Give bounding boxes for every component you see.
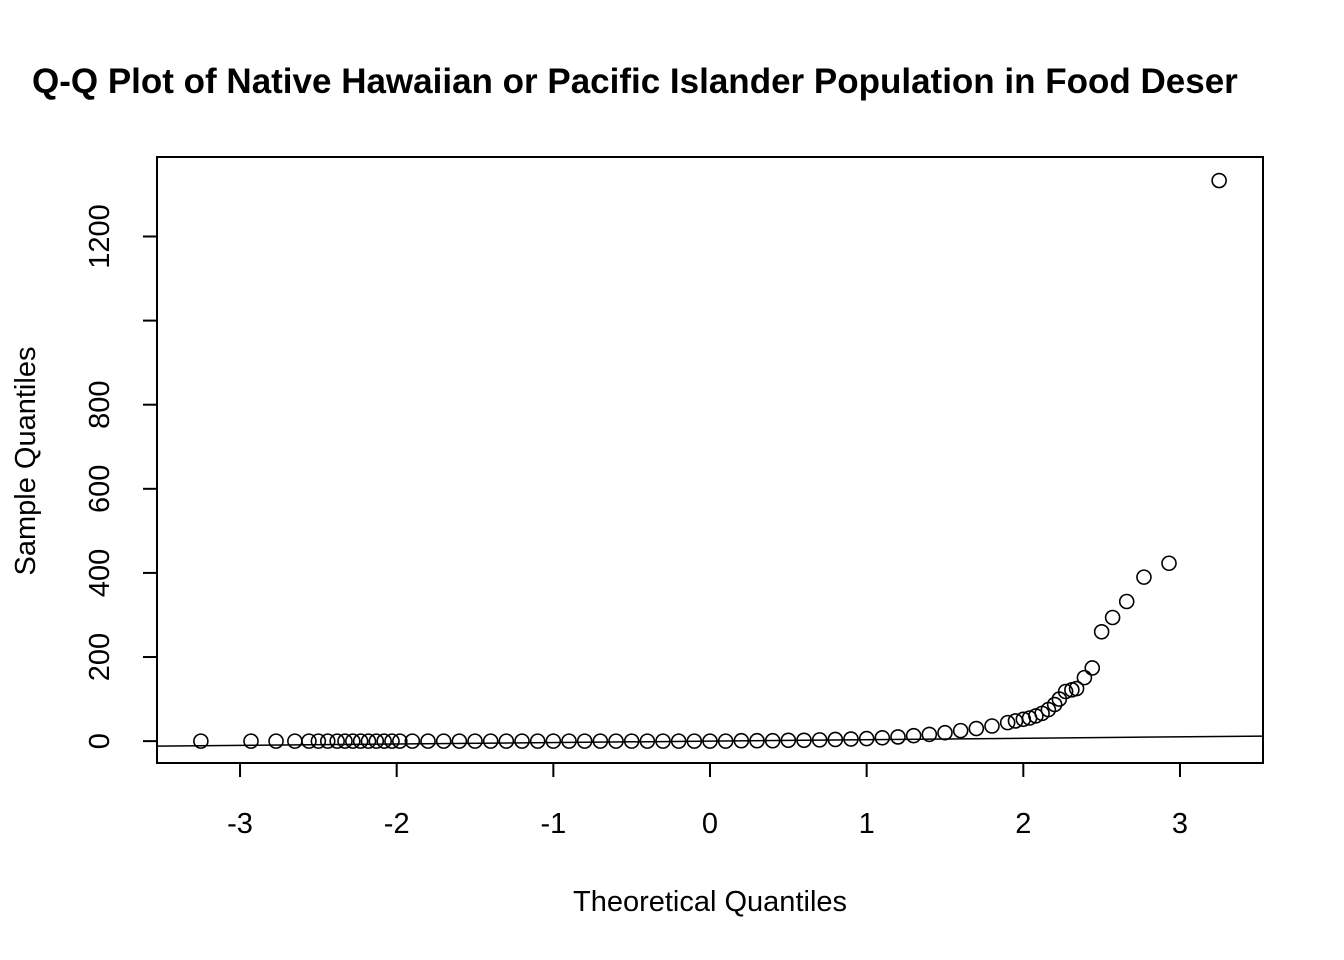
reference-line <box>156 735 1264 747</box>
data-point <box>733 732 750 749</box>
data-point <box>529 733 546 749</box>
y-tick-label: 800 <box>84 381 116 429</box>
x-axis: -3 -2 -1 0 1 2 3 <box>227 762 1188 840</box>
reference-line-group <box>156 735 1264 747</box>
data-point <box>482 733 499 749</box>
data-point <box>451 733 468 749</box>
data-point <box>717 733 734 749</box>
x-tick-label: -3 <box>227 808 253 840</box>
data-point <box>345 733 361 749</box>
data-point <box>243 733 259 749</box>
data-point <box>968 720 985 737</box>
data-point <box>287 733 303 749</box>
data-point <box>435 733 452 749</box>
data-point <box>404 733 421 749</box>
y-tick-label: 600 <box>84 465 116 513</box>
data-point <box>1046 696 1063 713</box>
data-point <box>1211 172 1227 189</box>
data-point <box>319 733 336 749</box>
data-point <box>623 733 640 749</box>
data-point <box>376 733 392 749</box>
y-tick-label: 400 <box>84 549 116 597</box>
x-tick-label: 3 <box>1172 808 1188 840</box>
data-point <box>858 730 875 747</box>
data-point <box>352 733 369 749</box>
data-point <box>921 726 938 743</box>
data-point <box>999 714 1016 731</box>
data-point <box>1136 569 1152 585</box>
data-point <box>368 733 385 749</box>
data-point <box>827 731 844 748</box>
data-point <box>937 724 953 741</box>
data-point <box>749 732 765 749</box>
data-point <box>984 718 1000 734</box>
data-point <box>561 733 577 749</box>
data-point <box>608 733 624 749</box>
y-tick-label: 0 <box>84 733 116 749</box>
data-point <box>1057 683 1074 700</box>
data-point <box>310 733 327 749</box>
data-point <box>1093 623 1110 640</box>
data-point <box>1084 660 1101 676</box>
y-axis-title: Sample Quantiles <box>10 347 42 576</box>
x-tick-label: -2 <box>384 808 410 840</box>
data-point <box>686 733 703 749</box>
x-tick-label: 2 <box>1015 808 1031 840</box>
data-point <box>301 733 317 749</box>
data-point <box>1104 609 1121 626</box>
data-point <box>1068 680 1085 697</box>
data-point <box>384 733 400 749</box>
data-point <box>670 733 687 749</box>
data-point <box>905 727 922 744</box>
data-point <box>1076 669 1093 686</box>
x-tick-label: 1 <box>859 808 875 840</box>
data-point <box>796 732 812 749</box>
data-point <box>467 733 483 749</box>
y-axis: 0 200 400 600 800 1200 <box>84 204 158 749</box>
data-point <box>655 733 671 749</box>
x-tick-label: -1 <box>540 808 566 840</box>
x-tick-label: 0 <box>702 808 718 840</box>
chart-title: Q-Q Plot of Native Hawaiian or Pacific I… <box>32 62 1238 101</box>
data-point <box>1118 593 1135 610</box>
data-point <box>780 732 797 749</box>
data-point <box>843 731 859 747</box>
data-point <box>639 733 656 749</box>
data-point <box>702 733 718 749</box>
data-point <box>193 733 209 749</box>
data-point <box>1161 555 1177 572</box>
data-point <box>268 733 284 749</box>
data-point <box>514 733 530 749</box>
y-tick-label: 200 <box>84 633 116 681</box>
y-tick-label: 1200 <box>84 204 116 269</box>
data-point <box>329 733 345 749</box>
data-point <box>764 732 781 749</box>
data-point <box>890 729 906 745</box>
data-point <box>952 722 969 739</box>
data-point <box>337 733 353 749</box>
data-point <box>498 733 515 749</box>
data-point <box>545 733 562 749</box>
data-point <box>874 729 891 746</box>
data-point <box>576 733 593 749</box>
data-point <box>811 732 828 748</box>
data-point <box>592 733 609 749</box>
x-axis-title: Theoretical Quantiles <box>573 886 847 918</box>
data-point <box>420 733 436 749</box>
data-point <box>360 733 377 749</box>
data-points <box>193 172 1227 749</box>
data-point <box>392 733 408 749</box>
